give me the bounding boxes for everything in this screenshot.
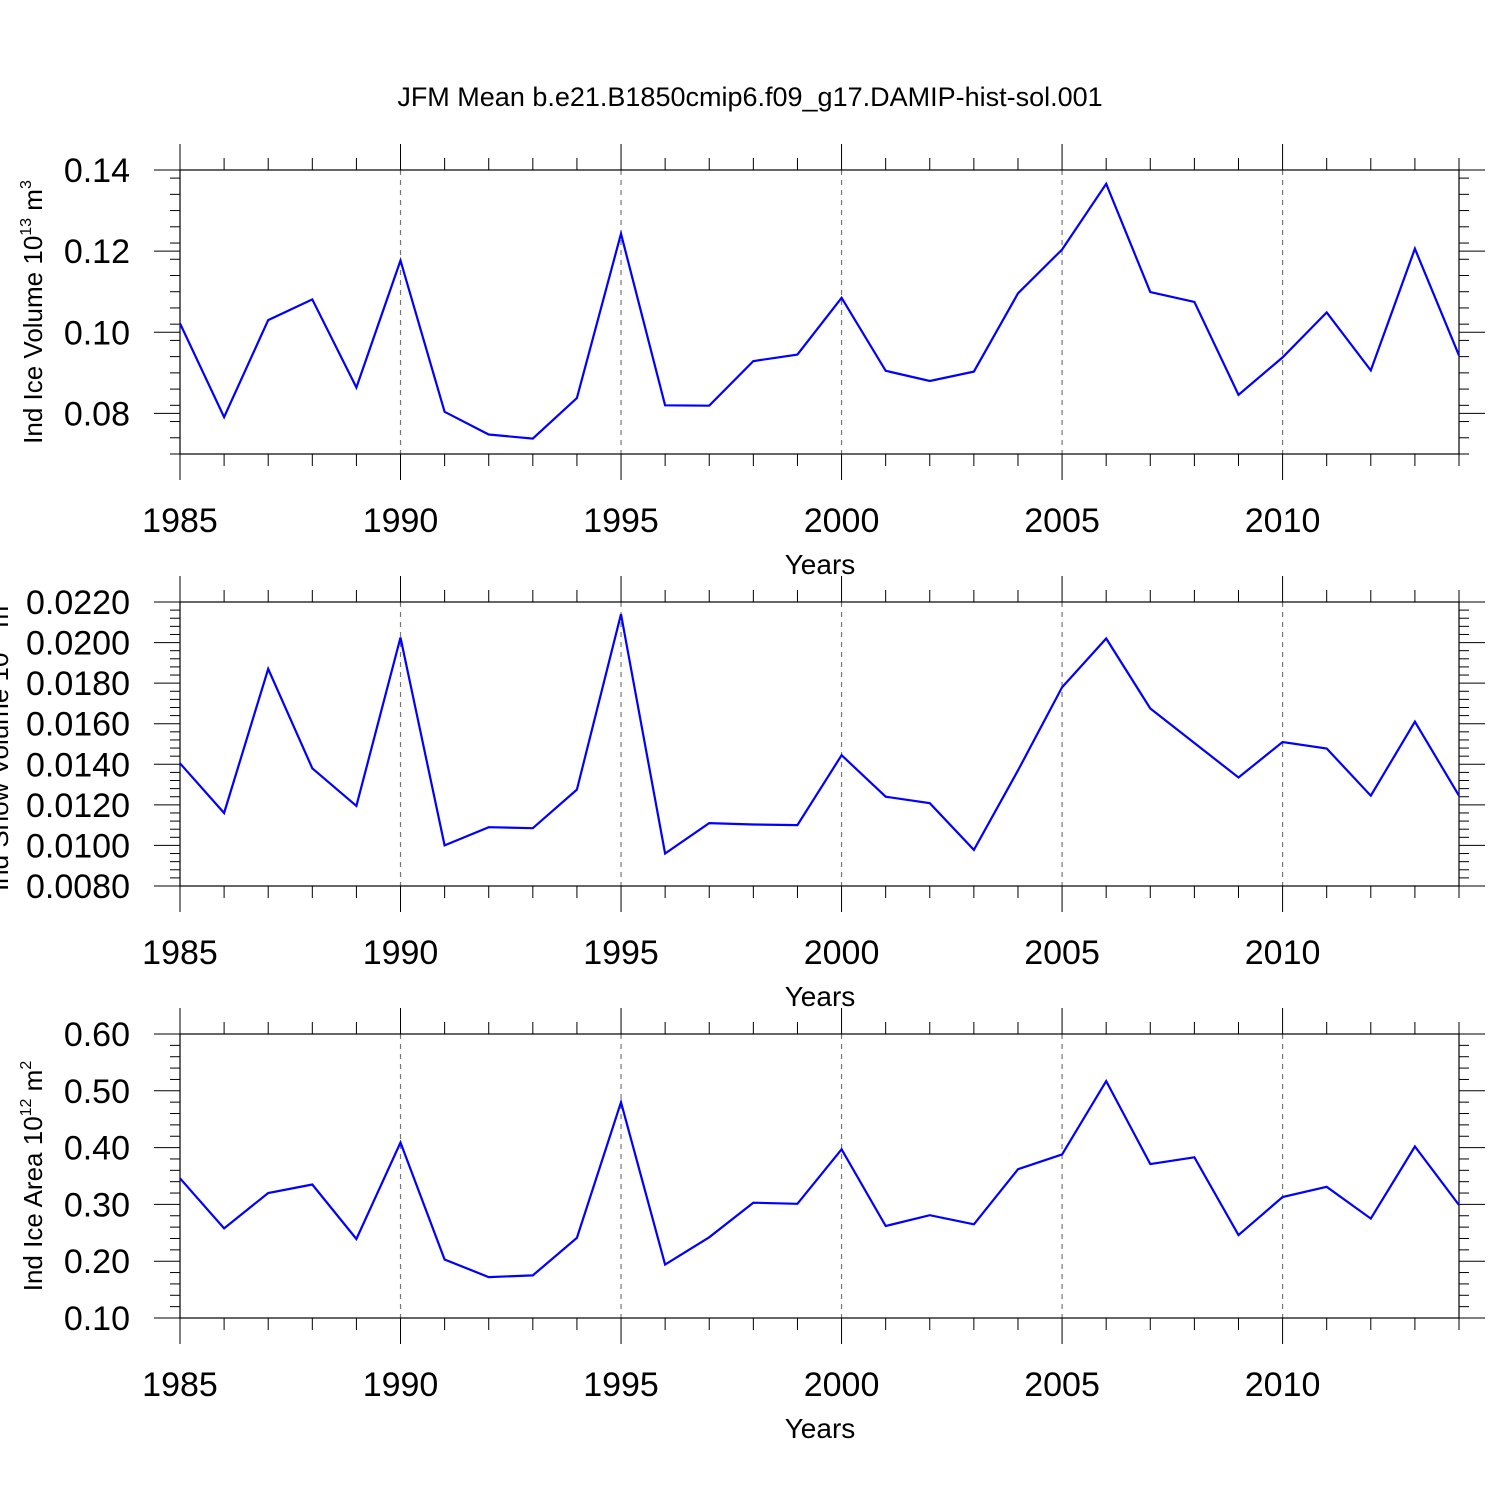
x-tick-label: 1985 bbox=[142, 1366, 218, 1404]
y-tick-label: 0.08 bbox=[64, 395, 130, 433]
series-line bbox=[179, 181, 1461, 440]
y-axis-label: Ind Ice Area 1012 m2 bbox=[18, 1061, 48, 1292]
y-tick-label: 0.50 bbox=[64, 1073, 130, 1111]
y-tick-label: 0.12 bbox=[64, 233, 130, 271]
y-tick-label: 0.0100 bbox=[26, 827, 130, 865]
x-tick-label: 2000 bbox=[804, 934, 880, 972]
plot-frame bbox=[179, 1033, 1460, 1319]
x-tick-label: 1990 bbox=[363, 502, 439, 540]
panel-2: 1985 1990 1995 2000 2005 20100.00800.01000.01… bbox=[0, 576, 1485, 1012]
y-tick-label: 0.10 bbox=[64, 314, 130, 352]
panels: 1985 1990 1995 2000 2005 2010 0.08 0.10 0.12 0.14… bbox=[0, 144, 1485, 1444]
figure-title: JFM Mean b.e21.B1850cmip6.f09_g17.DAMIP-… bbox=[397, 82, 1102, 112]
y-axis-label: Ind Ice Volume 1013 m3 bbox=[18, 180, 48, 444]
x-tick-label: 2010 bbox=[1245, 502, 1321, 540]
series-line bbox=[179, 613, 1460, 856]
x-tick-label: 2010 bbox=[1245, 934, 1321, 972]
x-tick-label: 2005 bbox=[1024, 502, 1100, 540]
y-tick-label: 0.0180 bbox=[26, 665, 130, 703]
y-tick-label: 0.0160 bbox=[26, 706, 130, 744]
y-axis-label: Ind Snow Volume 1013 m3 bbox=[0, 597, 14, 891]
x-tick-label: 2000 bbox=[804, 502, 880, 540]
y-tick-label: 0.60 bbox=[64, 1016, 130, 1054]
y-tick-label: 0.0080 bbox=[26, 868, 130, 906]
x-axis-label: Years bbox=[785, 1413, 856, 1444]
y-tick-label: 0.30 bbox=[64, 1186, 130, 1224]
x-tick-label: 1995 bbox=[583, 934, 659, 972]
plot-frame bbox=[179, 601, 1460, 887]
x-tick-label: 1995 bbox=[583, 502, 659, 540]
x-axis-label: Years bbox=[785, 549, 856, 580]
x-tick-label: 1985 bbox=[142, 502, 218, 540]
x-tick-label: 2000 bbox=[804, 1366, 880, 1404]
x-axis-label: Years bbox=[785, 981, 856, 1012]
y-tick-label: 0.20 bbox=[64, 1243, 130, 1281]
x-tick-label: 2010 bbox=[1245, 1366, 1321, 1404]
y-tick-label: 0.40 bbox=[64, 1130, 130, 1168]
y-tick-label: 0.0140 bbox=[26, 746, 130, 784]
x-tick-label: 2005 bbox=[1024, 934, 1100, 972]
plot-frame bbox=[179, 169, 1460, 455]
y-tick-label: 0.0120 bbox=[26, 787, 130, 825]
x-tick-label: 1990 bbox=[363, 934, 439, 972]
y-tick-label: 0.14 bbox=[64, 152, 130, 190]
x-tick-label: 1995 bbox=[583, 1366, 659, 1404]
panel-1: 1985 1990 1995 2000 2005 2010 0.08 0.10 0.12 0.14… bbox=[18, 144, 1485, 580]
y-tick-label: 0.0220 bbox=[26, 584, 130, 622]
x-tick-label: 1985 bbox=[142, 934, 218, 972]
y-tick-label: 0.0200 bbox=[26, 625, 130, 663]
series-line bbox=[179, 1078, 1460, 1279]
panel-3: 1985 1990 1995 2000 2005 2010 0.10 0.20 0.30 0.40… bbox=[18, 1008, 1485, 1444]
x-tick-label: 2005 bbox=[1024, 1366, 1100, 1404]
x-tick-label: 1990 bbox=[363, 1366, 439, 1404]
y-tick-label: 0.10 bbox=[64, 1300, 130, 1338]
